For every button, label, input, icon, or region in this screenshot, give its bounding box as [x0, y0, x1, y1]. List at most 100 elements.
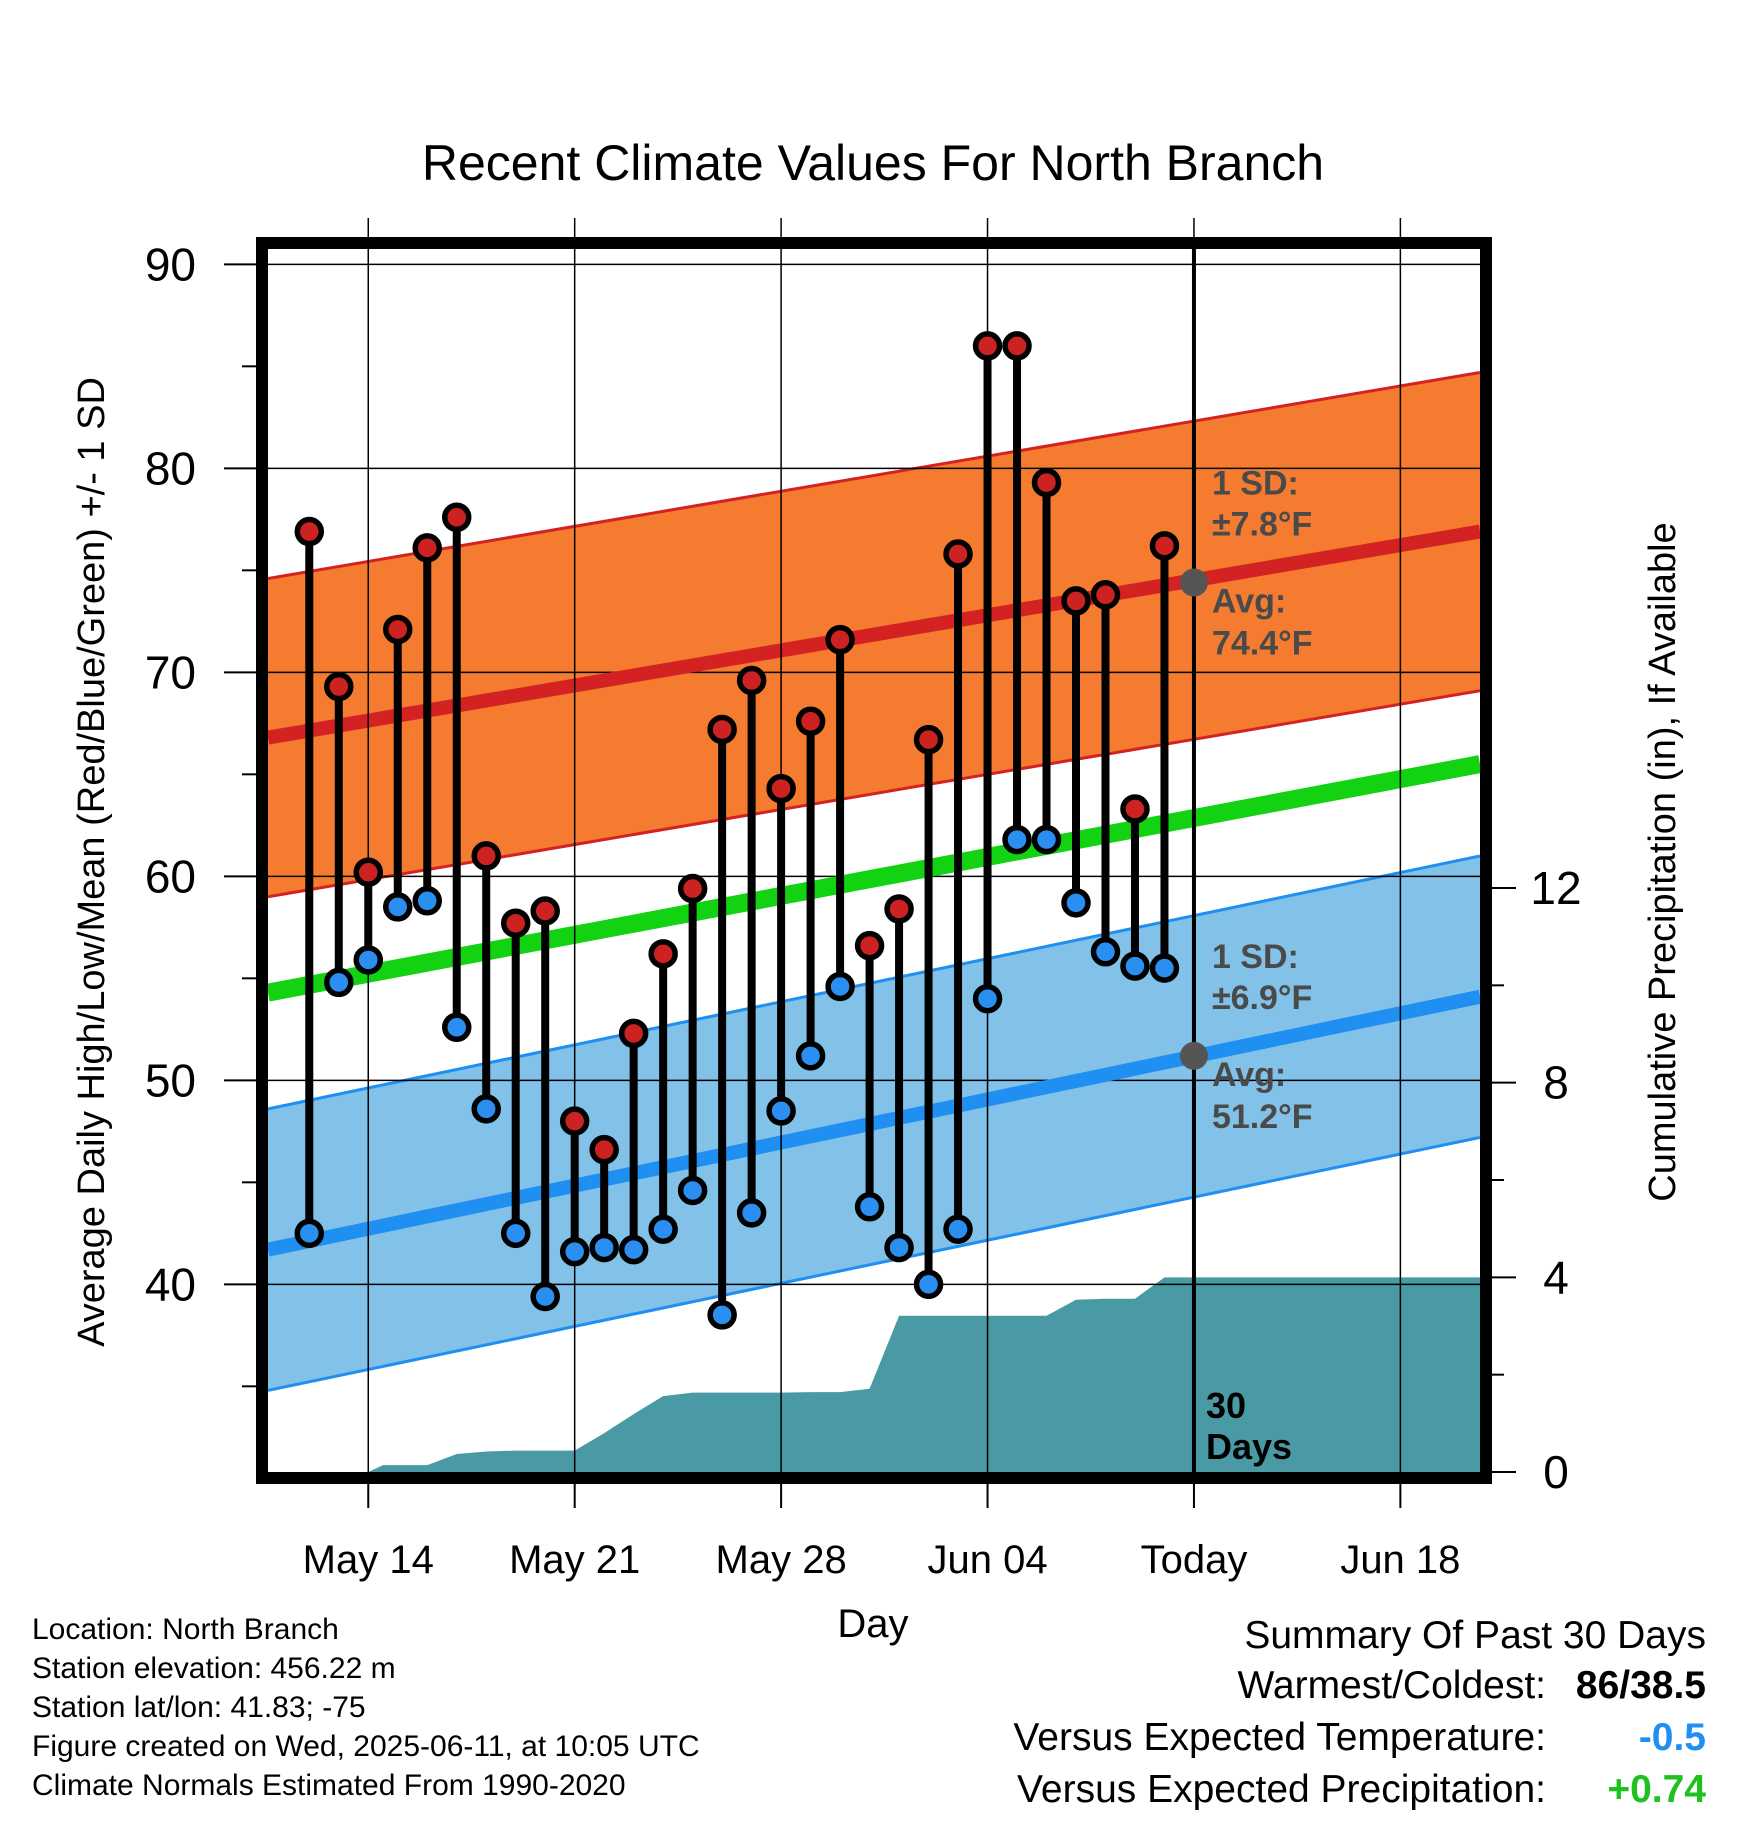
high-point — [825, 624, 855, 655]
normal-mean-line — [268, 755, 1480, 1002]
today-days-number: 30 — [1206, 1385, 1246, 1426]
temp-departure-row: Versus Expected Temperature: -0.5 — [946, 1712, 1706, 1764]
high-sd-label: 1 SD: — [1212, 465, 1299, 503]
normal-high-line — [268, 524, 1480, 745]
x-tick-label: Today — [1141, 1538, 1248, 1582]
x-axis-label: Day — [837, 1602, 908, 1646]
low-point — [471, 1094, 501, 1124]
location-text: Location: North Branch — [32, 1613, 339, 1646]
high-point — [412, 533, 442, 563]
normal-low-line — [268, 989, 1480, 1257]
high-point — [1149, 531, 1180, 561]
y2-axis-label: Cumulative Precipitation (in), If Availa… — [1642, 522, 1684, 1201]
low-point — [294, 1218, 325, 1249]
low-avg-label: Avg: — [1212, 1056, 1286, 1094]
low-point — [589, 1232, 619, 1263]
low-avg-value: 51.2°F — [1212, 1098, 1313, 1136]
x-tick-label: Jun 18 — [1340, 1538, 1460, 1582]
high-sd-value: ±7.8°F — [1212, 506, 1312, 544]
high-avg-value: 74.4°F — [1212, 625, 1313, 663]
low-point — [825, 971, 855, 1002]
chart-title: Recent Climate Values For North Branch — [422, 135, 1324, 191]
low-point — [884, 1232, 914, 1263]
low-sd-label: 1 SD: — [1212, 938, 1299, 976]
low-point — [1120, 951, 1150, 981]
x-tick-label: Jun 04 — [927, 1538, 1047, 1582]
low-point — [412, 886, 442, 916]
elevation-text: Station elevation: 456.22 m — [32, 1652, 396, 1685]
high-point — [648, 939, 678, 969]
normal-low-band-upper-edge — [268, 854, 1480, 1111]
low-point — [383, 892, 413, 922]
high-point — [884, 894, 914, 924]
warmest-coldest-row: Warmest/Coldest: 86/38.5 — [946, 1660, 1706, 1712]
low-point — [324, 967, 354, 998]
low-point — [795, 1041, 826, 1071]
normal-high-band-upper-edge — [268, 370, 1480, 580]
low-point — [1002, 824, 1032, 855]
high-point — [854, 930, 885, 961]
y-axis-label: Average Daily High/Low/Mean (Red/Blue/Gr… — [71, 377, 113, 1347]
high-point — [736, 665, 767, 696]
high-point — [618, 1018, 649, 1049]
high-avg-marker — [1179, 568, 1208, 597]
low-point — [913, 1269, 944, 1300]
high-point — [972, 331, 1003, 361]
low-point — [972, 983, 1003, 1014]
warmest-coldest-value: 86/38.5 — [1575, 1664, 1706, 1707]
high-point — [441, 502, 472, 533]
precip-departure-row: Versus Expected Precipitation: +0.74 — [946, 1764, 1706, 1816]
warmest-coldest-label: Warmest/Coldest: — [1237, 1664, 1546, 1707]
low-point — [500, 1218, 531, 1249]
precip-departure-label: Versus Expected Precipitation: — [1017, 1768, 1546, 1811]
y2-tick-label: 8 — [1543, 1057, 1569, 1109]
plot-frame — [256, 237, 1492, 1484]
high-point — [1090, 580, 1121, 610]
high-point — [294, 516, 325, 547]
normal-high-band-lower-edge — [268, 689, 1480, 899]
low-point — [648, 1214, 678, 1244]
y-tick-label: 90 — [145, 238, 196, 290]
low-point — [559, 1236, 590, 1267]
high-point — [353, 857, 384, 887]
today-days-word: Days — [1206, 1426, 1292, 1467]
high-point — [1002, 331, 1032, 361]
summary-panel: Summary Of Past 30 Days Warmest/Coldest:… — [946, 1612, 1706, 1816]
high-avg-label: Avg: — [1212, 583, 1286, 621]
y2-tick-label: 4 — [1543, 1251, 1569, 1303]
high-point — [530, 896, 560, 926]
temp-departure-label: Versus Expected Temperature: — [1013, 1716, 1546, 1759]
low-point — [766, 1096, 796, 1126]
high-point — [383, 614, 413, 645]
low-sd-value: ±6.9°F — [1212, 979, 1312, 1017]
latlon-text: Station lat/lon: 41.83; -75 — [32, 1691, 366, 1724]
low-point — [736, 1198, 767, 1228]
plot-area — [268, 263, 1480, 1472]
y2-tick-label: 12 — [1530, 862, 1581, 914]
created-text: Figure created on Wed, 2025-06-11, at 10… — [32, 1730, 700, 1763]
normals-text: Climate Normals Estimated From 1990-2020 — [32, 1769, 626, 1802]
station-info: Location: North Branch Station elevation… — [32, 1610, 700, 1805]
y2-tick-label: 0 — [1543, 1446, 1569, 1498]
high-point — [559, 1106, 590, 1136]
high-point — [707, 714, 737, 745]
low-point — [530, 1281, 560, 1312]
low-point — [1090, 937, 1121, 967]
high-point — [1031, 467, 1062, 498]
high-point — [795, 706, 826, 737]
low-point — [707, 1300, 737, 1330]
y-tick-label: 80 — [145, 442, 196, 494]
low-point — [441, 1012, 472, 1043]
normal-low-band-lower-edge — [268, 1135, 1480, 1392]
high-point — [324, 671, 354, 702]
low-avg-marker — [1179, 1041, 1208, 1070]
high-point — [677, 873, 708, 904]
high-point — [943, 539, 973, 569]
high-point — [1061, 586, 1091, 616]
y-tick-label: 40 — [145, 1258, 196, 1310]
low-point — [618, 1234, 649, 1265]
low-point — [1031, 824, 1062, 855]
low-point — [854, 1192, 885, 1222]
y-tick-label: 50 — [145, 1054, 196, 1106]
